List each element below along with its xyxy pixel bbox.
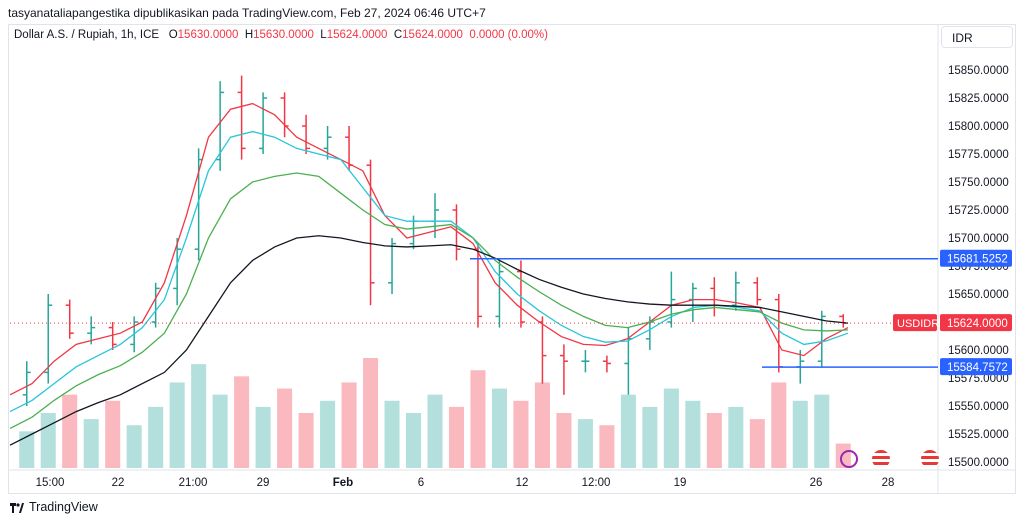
ema-line xyxy=(9,172,849,429)
volume-bar xyxy=(19,431,35,468)
horizontal-level-label: 15584.7572 xyxy=(947,362,1008,374)
volume-bar xyxy=(577,419,593,468)
symbol-price-tag-label: USDIDR xyxy=(897,318,939,330)
volume-bar xyxy=(513,400,529,468)
x-tick-label: 12:00 xyxy=(582,477,611,489)
tradingview-logo-icon xyxy=(10,502,24,513)
y-tick-label: 15850.0000 xyxy=(948,65,1009,77)
volume-bar xyxy=(191,364,207,468)
x-tick-label: 19 xyxy=(674,477,687,489)
y-tick-label: 15775.0000 xyxy=(948,149,1009,161)
volume-bar xyxy=(40,413,56,468)
us-flag-event-icon[interactable] xyxy=(872,450,890,468)
y-tick-label: 15550.0000 xyxy=(948,401,1009,413)
x-tick-label: 29 xyxy=(257,477,270,489)
horizontal-level-label: 15681.5252 xyxy=(947,254,1008,266)
y-tick-label: 15800.0000 xyxy=(948,121,1009,133)
volume-bar xyxy=(534,382,550,468)
ema-line xyxy=(9,102,849,396)
volume-bar xyxy=(405,413,422,468)
horizontal-level-tag xyxy=(940,358,1012,376)
volume-bar xyxy=(771,382,787,468)
change-value: 0.0000 (0.00%) xyxy=(469,29,548,41)
volume-bar xyxy=(212,394,228,468)
y-tick-label: 15825.0000 xyxy=(948,93,1009,105)
volume-bar xyxy=(298,413,314,468)
symbol-legend: Dollar A.S. / Rupiah, 1h, ICE O15630.000… xyxy=(14,29,548,41)
volume-bar xyxy=(556,413,572,468)
volume-bar xyxy=(341,382,357,468)
volume-bar xyxy=(470,370,486,468)
x-tick-label: 15:00 xyxy=(36,477,65,489)
low-value: 15624.0000 xyxy=(326,29,388,41)
volume-bar xyxy=(792,400,808,468)
y-tick-label: 15575.0000 xyxy=(948,373,1009,385)
symbol-price-tag xyxy=(893,314,937,332)
tradingview-logo[interactable]: TradingView xyxy=(10,500,98,514)
y-tick-label: 15725.0000 xyxy=(948,205,1009,217)
x-tick-label: 21:00 xyxy=(179,477,208,489)
volume-bar xyxy=(749,419,765,468)
x-tick-label: Feb xyxy=(333,477,353,489)
currency-selector[interactable]: IDR xyxy=(941,26,1013,48)
y-tick-label: 15750.0000 xyxy=(948,177,1009,189)
volume-bar xyxy=(599,425,615,468)
volume-bar xyxy=(62,394,78,468)
volume-bar xyxy=(105,400,121,468)
brand-name: TradingView xyxy=(29,500,98,514)
ema-line xyxy=(9,130,849,413)
volume-bar xyxy=(706,413,722,468)
close-label: C xyxy=(393,29,403,41)
x-tick-label: 22 xyxy=(112,477,125,489)
y-tick-label: 15700.0000 xyxy=(948,233,1009,245)
low-label: L xyxy=(320,29,327,41)
volume-bar xyxy=(663,388,679,468)
volume-bar xyxy=(620,394,636,468)
ema-line xyxy=(9,235,849,446)
symbol-name[interactable]: Dollar A.S. / Rupiah, 1h, ICE xyxy=(14,29,160,41)
x-tick-label: 12 xyxy=(516,477,529,489)
us-flag-calendar-icon[interactable] xyxy=(921,450,939,468)
volume-bar xyxy=(83,419,99,468)
volume-bar xyxy=(234,376,250,468)
x-tick-label: 26 xyxy=(810,477,823,489)
horizontal-level-tag xyxy=(940,249,1012,267)
volume-bar xyxy=(814,394,830,468)
volume-bar xyxy=(427,394,443,468)
publisher-line: tasyanataliapangestika dipublikasikan pa… xyxy=(8,6,486,20)
y-tick-label: 15600.0000 xyxy=(948,345,1009,357)
volume-bar xyxy=(448,406,465,468)
volume-bar xyxy=(642,406,658,468)
volume-bar xyxy=(384,400,400,468)
volume-bar xyxy=(277,388,293,468)
open-label: O xyxy=(168,29,178,41)
volume-bar xyxy=(255,406,271,468)
x-tick-label: 6 xyxy=(418,477,424,489)
volume-bar xyxy=(491,388,507,468)
volume-bar xyxy=(685,400,701,468)
close-value: 15624.0000 xyxy=(402,29,463,41)
chart-frame xyxy=(8,24,1016,494)
last-price-label: 15624.0000 xyxy=(947,318,1008,330)
last-price-tag xyxy=(940,314,1012,332)
open-value: 15630.0000 xyxy=(177,29,239,41)
volume-bar xyxy=(148,406,164,468)
volume-bar xyxy=(363,358,379,468)
high-value: 15630.0000 xyxy=(253,29,314,41)
volume-bar xyxy=(169,382,185,468)
x-tick-label: 28 xyxy=(882,477,895,489)
volume-bar xyxy=(126,425,142,468)
lightning-icon[interactable] xyxy=(840,450,858,468)
y-tick-label: 15525.0000 xyxy=(948,429,1009,441)
volume-bar xyxy=(320,400,336,468)
y-tick-label: 15500.0000 xyxy=(948,457,1009,469)
volume-bar xyxy=(728,406,744,468)
y-tick-label: 15650.0000 xyxy=(948,289,1009,301)
high-label: H xyxy=(244,29,254,41)
